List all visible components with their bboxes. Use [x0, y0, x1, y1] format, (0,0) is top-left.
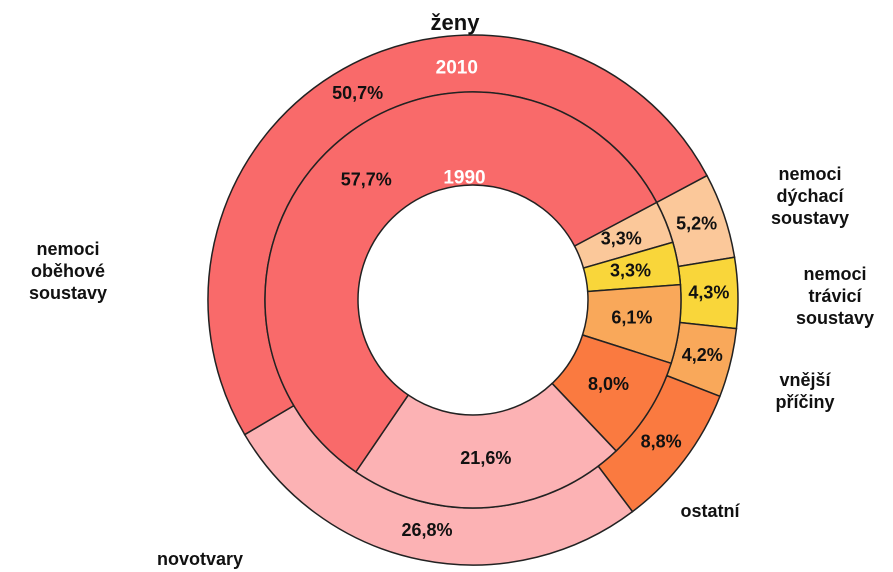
value-label: 4,3%: [688, 282, 729, 302]
value-label: 26,8%: [401, 520, 452, 540]
value-label: 8,8%: [641, 431, 682, 451]
category-label: vnější příčiny: [775, 370, 834, 412]
value-label: 4,2%: [682, 345, 723, 365]
value-label: 57,7%: [341, 170, 392, 190]
category-label: novotvary: [157, 549, 243, 569]
category-label: nemoci oběhové soustavy: [29, 239, 107, 303]
value-label: 8,0%: [588, 374, 629, 394]
value-label: 3,3%: [601, 229, 642, 249]
chart-title: ženy: [431, 10, 481, 35]
slice: [264, 91, 658, 473]
value-label: 5,2%: [676, 213, 717, 233]
category-label: ostatní: [680, 501, 740, 521]
value-label: 3,3%: [610, 260, 651, 280]
slice: [354, 382, 618, 509]
value-label: 6,1%: [611, 308, 652, 328]
ring-name: 1990: [443, 167, 485, 188]
ring-name: 2010: [436, 58, 478, 79]
value-label: 21,6%: [460, 448, 511, 468]
value-label: 50,7%: [332, 83, 383, 103]
category-label: nemoci dýchací soustavy: [771, 164, 849, 228]
category-label: nemoci trávicí soustavy: [796, 264, 874, 328]
